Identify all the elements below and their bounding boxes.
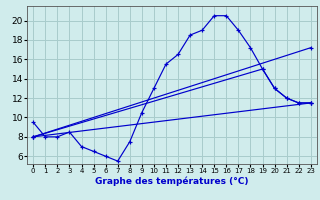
X-axis label: Graphe des températures (°C): Graphe des températures (°C) [95, 177, 249, 186]
